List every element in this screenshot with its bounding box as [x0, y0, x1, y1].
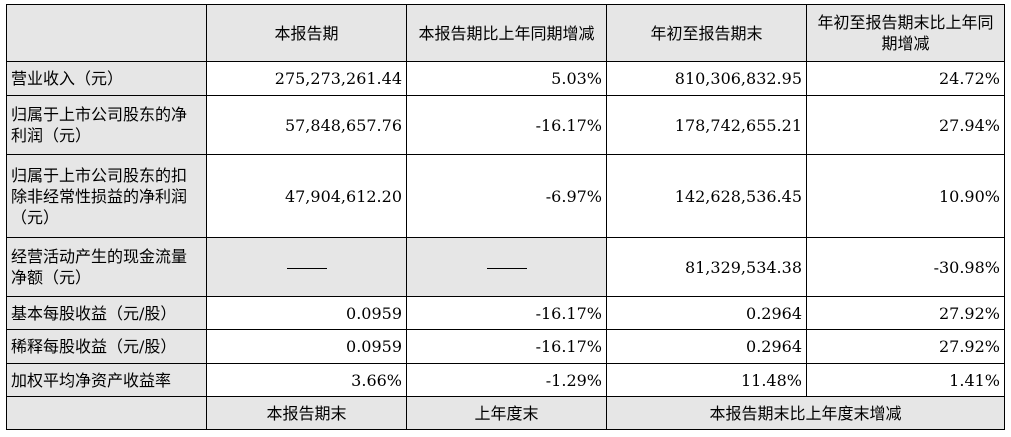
header-current-period-yoy: 本报告期比上年同期增减 [406, 4, 607, 62]
value-current-period-yoy: -1.29% [406, 363, 607, 397]
header-period-end-vs-prior-year-end: 本报告期末比上年度末增减 [606, 396, 1005, 430]
value-current-period-yoy: -6.97% [406, 154, 607, 238]
value-ytd: 178,742,655.21 [606, 95, 807, 155]
footer-corner-cell [6, 396, 207, 430]
financial-summary-table: 本报告期 本报告期比上年同期增减 年初至报告期末 年初至报告期末比上年同期增减 … [6, 4, 1005, 430]
row-label: 归属于上市公司股东的扣除非经常性损益的净利润（元） [6, 154, 207, 238]
row-label: 营业收入（元） [6, 61, 207, 96]
value-ytd-yoy: 27.92% [806, 329, 1005, 364]
value-current-period-yoy: -16.17% [406, 296, 607, 330]
value-current-period: 275,273,261.44 [206, 61, 407, 96]
row-label: 加权平均净资产收益率 [6, 363, 207, 397]
header-ytd-yoy: 年初至报告期末比上年同期增减 [806, 4, 1005, 62]
row-label: 稀释每股收益（元/股） [6, 329, 207, 364]
value-ytd-yoy: 27.92% [806, 296, 1005, 330]
row-label: 经营活动产生的现金流量净额（元） [6, 237, 207, 297]
table-row: 营业收入（元） 275,273,261.44 5.03% 810,306,832… [6, 61, 1005, 96]
value-current-period: 47,904,612.20 [206, 154, 407, 238]
header-ytd: 年初至报告期末 [606, 4, 807, 62]
header-period-end: 本报告期末 [206, 396, 407, 430]
value-ytd-yoy: -30.98% [806, 237, 1005, 297]
value-ytd: 11.48% [606, 363, 807, 397]
not-applicable-dash [486, 267, 527, 269]
header-row: 本报告期 本报告期比上年同期增减 年初至报告期末 年初至报告期末比上年同期增减 [6, 4, 1005, 62]
footer-header-row: 本报告期末 上年度末 本报告期末比上年度末增减 [6, 396, 1005, 430]
value-ytd: 0.2964 [606, 296, 807, 330]
value-current-period-yoy: -16.17% [406, 95, 607, 155]
value-ytd-yoy: 10.90% [806, 154, 1005, 238]
value-ytd-yoy: 1.41% [806, 363, 1005, 397]
value-current-period: 3.66% [206, 363, 407, 397]
table-row: 归属于上市公司股东的净利润（元） 57,848,657.76 -16.17% 1… [6, 95, 1005, 155]
value-current-period-yoy: 5.03% [406, 61, 607, 96]
value-current-period: 0.0959 [206, 329, 407, 364]
value-ytd-yoy: 24.72% [806, 61, 1005, 96]
row-label: 基本每股收益（元/股） [6, 296, 207, 330]
not-applicable-dash [286, 267, 327, 269]
value-current-period [206, 237, 407, 297]
value-current-period-yoy: -16.17% [406, 329, 607, 364]
value-current-period: 0.0959 [206, 296, 407, 330]
value-ytd: 0.2964 [606, 329, 807, 364]
value-ytd-yoy: 27.94% [806, 95, 1005, 155]
value-ytd: 81,329,534.38 [606, 237, 807, 297]
table-row: 稀释每股收益（元/股） 0.0959 -16.17% 0.2964 27.92% [6, 329, 1005, 364]
header-current-period: 本报告期 [206, 4, 407, 62]
table-row: 归属于上市公司股东的扣除非经常性损益的净利润（元） 47,904,612.20 … [6, 154, 1005, 238]
header-prior-year-end: 上年度末 [406, 396, 607, 430]
table-row: 经营活动产生的现金流量净额（元） 81,329,534.38 -30.98% [6, 237, 1005, 297]
value-ytd: 810,306,832.95 [606, 61, 807, 96]
value-ytd: 142,628,536.45 [606, 154, 807, 238]
header-corner-cell [6, 4, 207, 62]
table-row: 基本每股收益（元/股） 0.0959 -16.17% 0.2964 27.92% [6, 296, 1005, 330]
value-current-period: 57,848,657.76 [206, 95, 407, 155]
row-label: 归属于上市公司股东的净利润（元） [6, 95, 207, 155]
value-current-period-yoy [406, 237, 607, 297]
table-row: 加权平均净资产收益率 3.66% -1.29% 11.48% 1.41% [6, 363, 1005, 397]
